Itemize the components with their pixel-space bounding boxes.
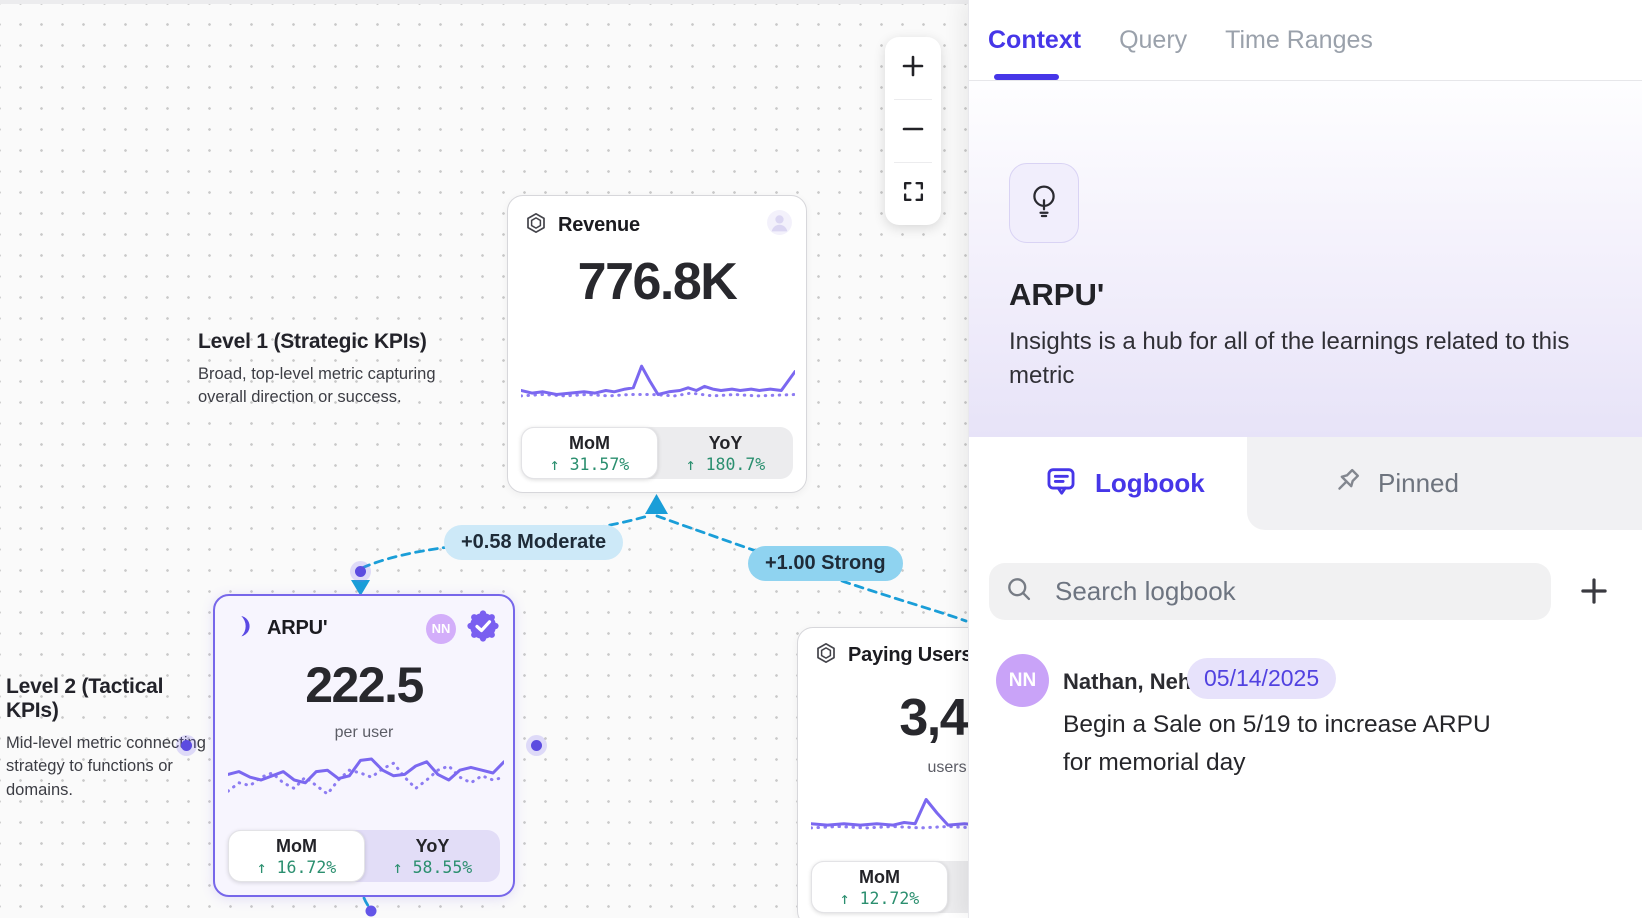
plus-icon [900, 53, 926, 84]
revenue-period-toggle: MoM ↑ 31.57% YoY ↑ 180.7% [521, 427, 793, 479]
paying-users-mom-toggle[interactable]: MoM ↑ 12.72% [811, 861, 948, 913]
metric-card-revenue[interactable]: Revenue 776.8K MoM ↑ 31.57% YoY ↑ 180.7% [507, 195, 807, 493]
insights-tile[interactable] [1009, 163, 1079, 243]
hexagon-icon [814, 641, 838, 670]
canvas-top-edge [0, 0, 968, 4]
fit-view-button[interactable] [885, 163, 941, 225]
arpu-handle-right[interactable] [531, 740, 542, 751]
logbook-search-row [969, 530, 1642, 640]
edge-arpu-down [362, 896, 373, 912]
revenue-yoy-value: ↑ 180.7% [685, 454, 766, 474]
add-log-entry-button[interactable] [1574, 573, 1614, 613]
lightbulb-icon [1026, 181, 1062, 226]
revenue-mom-label: MoM [569, 432, 610, 453]
check-seal-icon[interactable] [466, 609, 500, 648]
level-2-title: Level 2 (Tactical KPIs) [6, 675, 164, 722]
entry-avatar: NN [996, 654, 1049, 707]
revenue-yoy-toggle[interactable]: YoY ↑ 180.7% [658, 427, 793, 479]
arpu-sparkline [228, 757, 504, 797]
level-2-note: Level 2 (Tactical KPIs) Mid-level metric… [6, 675, 221, 802]
pushpin-icon [1331, 465, 1363, 502]
revenue-value: 776.8K [577, 253, 738, 311]
edge-endpoint-dot [365, 905, 377, 917]
paying-users-mom-label: MoM [859, 866, 900, 887]
arpu-unit: per user [334, 724, 394, 741]
magnifier-icon [1005, 575, 1033, 608]
paying-users-unit: users [927, 759, 967, 776]
revenue-mom-toggle[interactable]: MoM ↑ 31.57% [521, 427, 658, 479]
arpu-yoy-label: YoY [415, 835, 450, 856]
canvas-zoom-toolbar [885, 37, 941, 225]
arpu-mom-label: MoM [276, 835, 317, 856]
card-title-arpu: ARPU' [267, 617, 328, 639]
logbook-label: Logbook [1095, 468, 1205, 498]
active-tab-indicator [994, 74, 1059, 80]
revenue-yoy-label: YoY [708, 432, 743, 453]
logbook-pinned-bar: Logbook Pinned [969, 437, 1642, 530]
card-title-revenue: Revenue [558, 213, 640, 236]
metric-detail-panel: Context Query Time Ranges ARPU' Insights… [968, 0, 1642, 918]
metric-card-arpu[interactable]: ARPU' NN 222.5 per user [213, 594, 515, 897]
person-avatar-icon[interactable] [766, 209, 793, 241]
panel-tabbar: Context Query Time Ranges [969, 0, 1642, 81]
section-tab-logbook[interactable]: Logbook [1044, 437, 1205, 530]
metric-hero: ARPU' Insights is a hub for all of the l… [969, 81, 1642, 437]
plus-icon [1578, 575, 1610, 612]
arpu-value: 222.5 [305, 657, 424, 713]
chat-bubble-icon [1044, 464, 1078, 503]
level-2-description: Mid-level metric connecting strategy to … [6, 734, 206, 799]
revenue-sparkline [521, 364, 795, 398]
zoom-out-button[interactable] [885, 100, 941, 162]
tab-time-ranges[interactable]: Time Ranges [1225, 25, 1373, 54]
arpu-yoy-value: ↑ 58.55% [392, 857, 473, 877]
owner-badge[interactable]: NN [426, 613, 456, 644]
revenue-mom-value: ↑ 31.57% [549, 454, 630, 474]
arpu-handle-left[interactable] [181, 740, 192, 751]
arpu-mom-value: ↑ 16.72% [256, 857, 337, 877]
level-1-description: Broad, top-level metric capturing overal… [198, 365, 436, 407]
entry-text: Begin a Sale on 5/19 to increase ARPU fo… [1063, 711, 1491, 776]
moon-icon [231, 613, 257, 644]
arpu-period-toggle: MoM ↑ 16.72% YoY ↑ 58.55% [228, 830, 500, 882]
edge-label-moderate[interactable]: +0.58 Moderate [444, 525, 624, 560]
entry-author: Nathan, Neha [1063, 669, 1204, 694]
tab-context[interactable]: Context [988, 25, 1082, 54]
level-1-note: Level 1 (Strategic KPIs) Broad, top-leve… [198, 330, 458, 410]
paying-users-mom-value: ↑ 12.72% [839, 888, 920, 908]
arpu-yoy-toggle[interactable]: YoY ↑ 58.55% [365, 830, 500, 882]
edge-label-strong[interactable]: +1.00 Strong [748, 546, 903, 581]
minus-icon [900, 116, 926, 147]
entry-date-badge: 05/14/2025 [1187, 658, 1337, 699]
tab-query[interactable]: Query [1119, 25, 1188, 54]
section-tab-pinned[interactable]: Pinned [1247, 437, 1642, 530]
edge-arrowhead-up [645, 494, 668, 514]
metric-title: ARPU' [1009, 277, 1105, 312]
logbook-search[interactable] [989, 563, 1551, 620]
level-1-title: Level 1 (Strategic KPIs) [198, 330, 427, 353]
metric-description: Insights is a hub for all of the learnin… [1009, 328, 1570, 390]
card-title-paying-users: Paying Users' [848, 644, 977, 666]
expand-icon [901, 179, 926, 209]
arpu-mom-toggle[interactable]: MoM ↑ 16.72% [228, 830, 365, 882]
arpu-handle-top[interactable] [355, 566, 366, 577]
pinned-label: Pinned [1378, 468, 1459, 498]
zoom-in-button[interactable] [885, 37, 941, 99]
hexagon-icon [524, 211, 548, 240]
search-input[interactable] [1055, 576, 1535, 607]
